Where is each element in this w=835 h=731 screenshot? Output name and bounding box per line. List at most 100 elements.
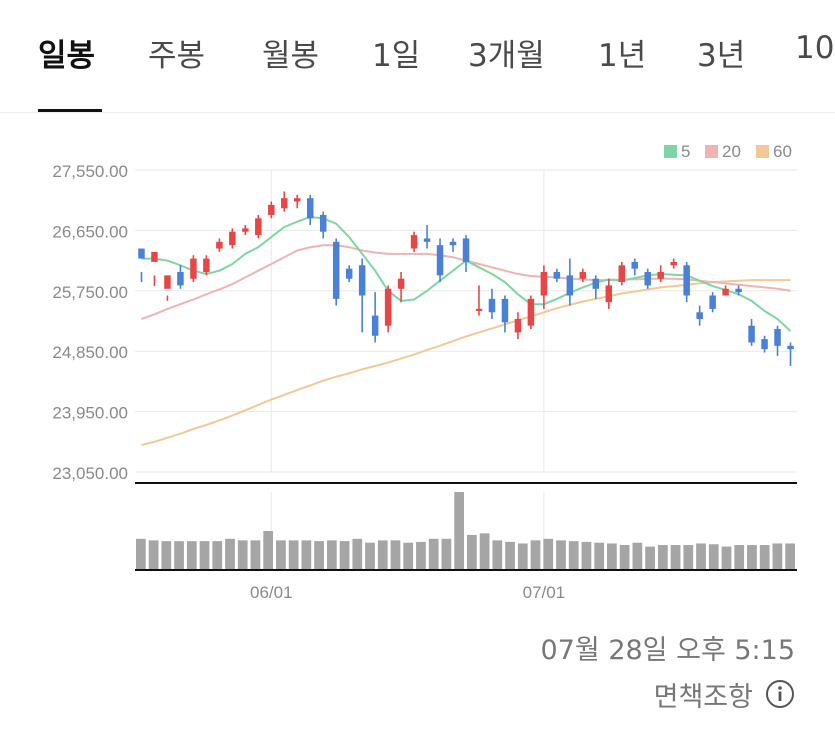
ma60-line bbox=[141, 279, 791, 447]
volume-bar bbox=[683, 545, 694, 570]
volume-bar bbox=[301, 540, 312, 570]
candle-body bbox=[631, 261, 638, 269]
volume-bar bbox=[747, 545, 757, 570]
legend-label: 5 bbox=[681, 142, 690, 161]
disclaimer-link[interactable]: 면책조항 bbox=[653, 676, 795, 713]
candle-body bbox=[138, 248, 145, 259]
volume-bar bbox=[479, 533, 490, 570]
tab-3years[interactable]: 3년 bbox=[697, 38, 746, 74]
legend-label: 20 bbox=[722, 142, 741, 161]
volume-bar bbox=[174, 541, 184, 570]
volume-bar bbox=[645, 546, 655, 570]
volume-bar bbox=[607, 543, 617, 570]
legend-swatch bbox=[756, 145, 769, 158]
chart-grid bbox=[135, 169, 797, 570]
candle-body bbox=[501, 298, 509, 323]
candle-body bbox=[579, 272, 587, 279]
volume-bar bbox=[467, 534, 477, 570]
x-tick-label: 07/01 bbox=[523, 583, 566, 602]
candle-body bbox=[268, 204, 275, 215]
volume-bar bbox=[594, 542, 605, 570]
candle-body bbox=[462, 238, 470, 262]
timestamp: 07월 28일 오후 5:15 bbox=[540, 635, 795, 666]
legend-swatch bbox=[664, 145, 677, 158]
info-icon[interactable] bbox=[765, 679, 795, 709]
volume-bar bbox=[352, 538, 363, 570]
candle-body bbox=[255, 218, 262, 236]
tab-monthly[interactable]: 월봉 bbox=[262, 38, 320, 74]
volume-bar bbox=[619, 545, 630, 570]
volume-bar bbox=[759, 545, 770, 570]
candle-body bbox=[735, 288, 742, 293]
volume-bar bbox=[237, 540, 248, 570]
candle-body bbox=[527, 298, 535, 326]
candle-body bbox=[514, 318, 522, 333]
tab-daily[interactable]: 일봉 bbox=[38, 38, 96, 74]
volume-bar bbox=[556, 540, 566, 570]
volume-bar bbox=[721, 546, 732, 570]
volume-bar bbox=[696, 543, 706, 570]
volume-bar bbox=[250, 540, 261, 570]
volume-bar bbox=[377, 540, 388, 570]
volume-bar bbox=[454, 492, 464, 570]
volume-bar bbox=[492, 540, 503, 570]
legend-label: 60 bbox=[773, 142, 792, 161]
volume-bar bbox=[543, 538, 554, 570]
volume-bar bbox=[734, 545, 745, 570]
tab-3months[interactable]: 3개월 bbox=[468, 38, 545, 74]
candle-body bbox=[332, 241, 340, 299]
candle-body bbox=[190, 258, 197, 279]
volume-bar bbox=[263, 531, 274, 570]
volume-bar bbox=[390, 540, 401, 570]
candle-body bbox=[566, 275, 574, 296]
candle-body bbox=[371, 315, 379, 336]
disclaimer-label: 면책조항 bbox=[653, 681, 753, 713]
volume-bar bbox=[276, 540, 286, 570]
candle-body bbox=[229, 231, 236, 246]
stock-chart[interactable]: 5 20 60 27,550.00 26,650.00 25,750.00 24,850.… bbox=[0, 120, 835, 620]
candle-body bbox=[475, 308, 483, 311]
legend-swatch bbox=[705, 145, 718, 158]
volume-bars bbox=[136, 492, 795, 570]
candle-body bbox=[203, 258, 210, 273]
ma5-line bbox=[141, 215, 792, 332]
volume-bar bbox=[581, 541, 592, 570]
candle-body bbox=[670, 261, 677, 266]
volume-bar bbox=[225, 538, 235, 570]
candle-body bbox=[151, 251, 158, 262]
volume-bar bbox=[428, 538, 439, 570]
chart-axes: 27,550.00 26,650.00 25,750.00 24,850.00 23,9… bbox=[52, 162, 797, 602]
candle-body bbox=[644, 272, 651, 286]
candle-body bbox=[345, 268, 353, 279]
candle-body bbox=[306, 198, 314, 219]
y-tick-label: 23,050.00 bbox=[52, 464, 128, 483]
volume-bar bbox=[530, 540, 541, 570]
candlesticks bbox=[138, 191, 794, 366]
candle-body bbox=[436, 245, 444, 276]
volume-bar bbox=[632, 542, 643, 570]
candle-body bbox=[657, 272, 664, 279]
candle-body bbox=[319, 214, 327, 232]
candle-body bbox=[410, 235, 418, 249]
candle-body bbox=[294, 198, 301, 202]
candle-body bbox=[787, 345, 794, 350]
tab-1year[interactable]: 1년 bbox=[598, 38, 647, 74]
tab-10years[interactable]: 10 bbox=[795, 30, 835, 66]
volume-bar bbox=[148, 540, 159, 570]
tab-weekly[interactable]: 주봉 bbox=[148, 38, 206, 74]
candle-body bbox=[605, 285, 613, 303]
volume-bar bbox=[568, 541, 579, 570]
candle-body bbox=[748, 325, 755, 343]
volume-bar bbox=[416, 541, 426, 570]
candle-body bbox=[358, 265, 366, 296]
y-tick-label: 24,850.00 bbox=[52, 343, 128, 362]
chart-legend: 5 20 60 bbox=[664, 142, 792, 161]
volume-bar bbox=[785, 543, 795, 570]
tab-1day[interactable]: 1일 bbox=[372, 38, 421, 74]
candle-body bbox=[423, 238, 431, 242]
volume-bar bbox=[441, 538, 452, 570]
candle-body bbox=[774, 329, 781, 346]
y-tick-label: 27,550.00 bbox=[52, 162, 128, 181]
candle-body bbox=[216, 241, 223, 249]
volume-bar bbox=[708, 544, 719, 570]
